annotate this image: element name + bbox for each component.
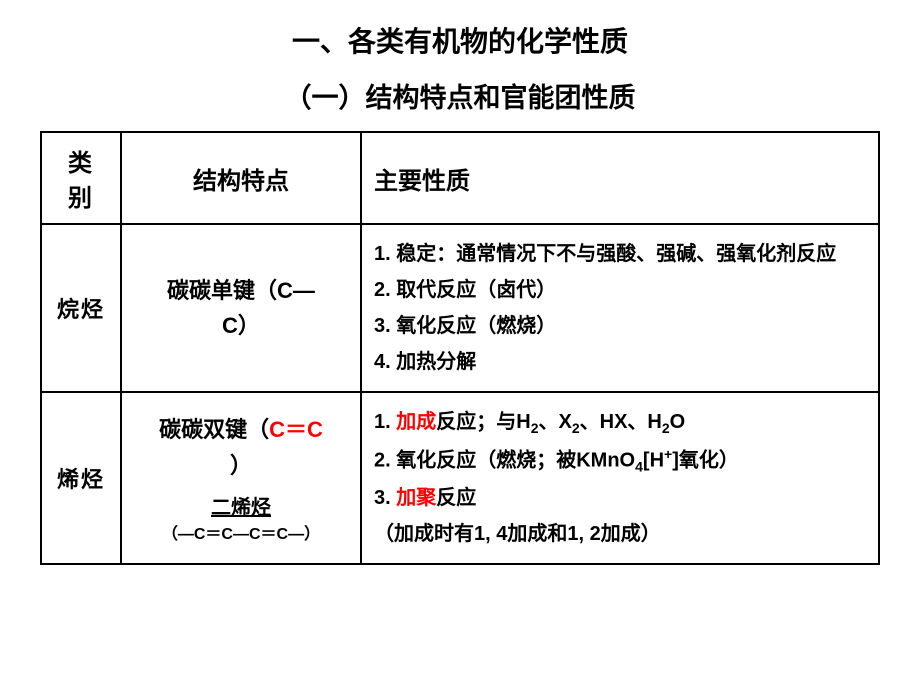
- property-item: 1. 加成反应；与H2、X2、HX、H2O: [374, 405, 866, 441]
- slide-container: 一、各类有机物的化学性质 （一）结构特点和官能团性质 类 别 结构特点 主要性质…: [0, 0, 920, 585]
- property-item: 4. 加热分解: [374, 345, 866, 379]
- category-cell-alkane: 烷烃: [41, 224, 121, 392]
- main-title: 一、各类有机物的化学性质: [40, 20, 880, 60]
- prop-text: 、X: [539, 411, 572, 433]
- property-item: 3. 氧化反应（燃烧）: [374, 309, 866, 343]
- sub-title: （一）结构特点和官能团性质: [40, 76, 880, 115]
- prop-red: 加成: [396, 411, 436, 433]
- prop-text: 3.: [374, 487, 396, 509]
- structure-red: C＝C: [269, 417, 323, 442]
- diene-label: 二烯烃: [134, 491, 348, 520]
- prop-text: ]氧化）: [672, 449, 739, 471]
- header-row: 类 别 结构特点 主要性质: [41, 132, 879, 224]
- property-item: 2. 取代反应（卤代）: [374, 273, 866, 307]
- property-item: 2. 氧化反应（燃烧；被KMnO4[H+]氧化）: [374, 443, 866, 479]
- prop-text: 、HX、H: [580, 411, 662, 433]
- diene-formula: （—C＝C—C＝C—）: [134, 520, 348, 544]
- properties-cell-alkane: 1. 稳定：通常情况下不与强酸、强碱、强氧化剂反应 2. 取代反应（卤代） 3.…: [361, 224, 879, 392]
- property-item: 1. 稳定：通常情况下不与强酸、强碱、强氧化剂反应: [374, 237, 866, 271]
- structure-cell-alkene: 碳碳双键（C＝C ） 二烯烃 （—C＝C—C＝C—）: [121, 392, 361, 564]
- structure-cell-alkane: 碳碳单键（C— C）: [121, 224, 361, 392]
- property-item: 3. 加聚反应: [374, 481, 866, 515]
- properties-table: 类 别 结构特点 主要性质 烷烃 碳碳单键（C— C） 1. 稳定：通常情况下不…: [40, 131, 880, 565]
- prop-text: 反应: [436, 487, 476, 509]
- prop-text: 1.: [374, 411, 396, 433]
- table-row: 烷烃 碳碳单键（C— C） 1. 稳定：通常情况下不与强酸、强碱、强氧化剂反应 …: [41, 224, 879, 392]
- property-item: （加成时有1, 4加成和1, 2加成）: [374, 517, 866, 551]
- prop-text: [H: [643, 449, 664, 471]
- structure-suffix: ）: [230, 453, 252, 478]
- header-category: 类 别: [41, 132, 121, 224]
- structure-prefix: 碳碳双键（: [159, 417, 269, 442]
- category-cell-alkene: 烯烃: [41, 392, 121, 564]
- prop-text: O: [670, 411, 686, 433]
- header-properties: 主要性质: [361, 132, 879, 224]
- structure-text: 碳碳单键（C—: [167, 278, 315, 303]
- structure-text: C）: [222, 313, 260, 338]
- properties-cell-alkene: 1. 加成反应；与H2、X2、HX、H2O 2. 氧化反应（燃烧；被KMnO4[…: [361, 392, 879, 564]
- prop-text: 反应；与H: [436, 411, 530, 433]
- header-structure: 结构特点: [121, 132, 361, 224]
- table-row: 烯烃 碳碳双键（C＝C） 二烯烃 （—C＝C—C＝C—） 1. 加成反应；与H2…: [41, 392, 879, 564]
- prop-red: 加聚: [396, 487, 436, 509]
- prop-text: 2. 氧化反应（燃烧；被KMnO: [374, 449, 635, 471]
